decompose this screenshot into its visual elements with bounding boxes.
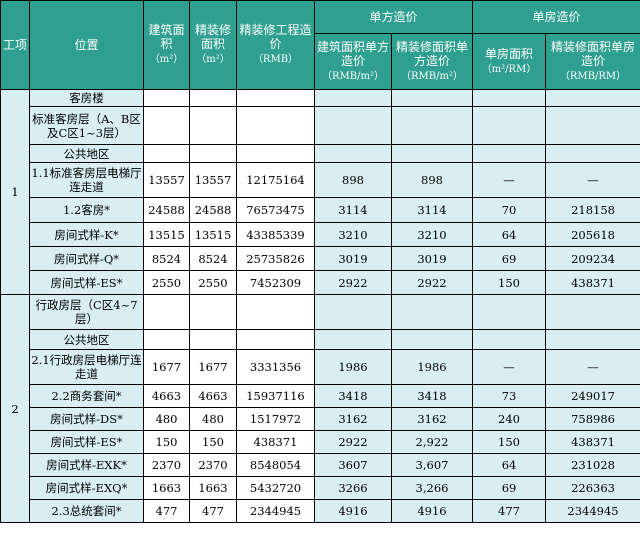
- table-row: 1.1标准客房层电梯厅连走道 13557 13557 12175164 898 …: [1, 162, 640, 198]
- table-body: 1 客房楼 标准客房层（A、B区及C区1~3层） 公共地区: [0, 89, 640, 523]
- row-position: 2.1行政房层电梯厅连走道: [29, 349, 144, 385]
- row-position: 标准客房层（A、B区及C区1~3层）: [29, 106, 144, 145]
- header-position: 位置: [29, 0, 144, 90]
- table-row: 2.2商务套间* 4663 4663 15937116 3418 3418 73…: [1, 384, 640, 408]
- table-row: 房间式样-EXK* 2370 2370 8548054 3607 3,607 6…: [1, 453, 640, 477]
- row-position: 客房楼: [29, 89, 144, 107]
- cost-table: 工项 位置 建筑面积 （m²） 精装修面积 （m²） 精装修工程造价 （RMB） 单方…: [0, 0, 640, 523]
- row-position: 房间式样-Q*: [29, 246, 144, 271]
- table-row: 2.3总统套间* 477 477 2344945 4916 4916 477 2…: [1, 499, 640, 523]
- row-position: 房间式样-ES*: [29, 430, 144, 454]
- table-row: 2.1行政房层电梯厅连走道 1677 1677 3331356 1986 198…: [1, 349, 640, 385]
- table-row: 房间式样-EXQ* 1663 1663 5432720 3266 3,266 6…: [1, 476, 640, 500]
- header-no: 工项: [0, 0, 30, 90]
- row-position: 房间式样-DS*: [29, 407, 144, 431]
- table-row: 公共地区: [1, 144, 640, 163]
- row-position: 公共地区: [29, 144, 144, 163]
- header-build-area: 建筑面积 （m²）: [143, 0, 190, 90]
- row-position: 房间式样-ES*: [29, 270, 144, 295]
- row-position: 1.1标准客房层电梯厅连走道: [29, 162, 144, 198]
- row-position: 2.3总统套间*: [29, 499, 144, 523]
- table-row: 房间式样-ES* 150 150 438371 2922 2,922 150 4…: [1, 430, 640, 454]
- header-room-cost: 单房造价: [472, 0, 640, 34]
- row-position: 公共地区: [29, 329, 144, 350]
- table-row: 2 行政房层（C区4~7层）: [0, 294, 640, 523]
- table-row: 房间式样-Q* 8524 8524 25735826 3019 3019 69 …: [1, 246, 640, 271]
- row-position: 房间式样-EXK*: [29, 453, 144, 477]
- table-row: 房间式样-K* 13515 13515 43385339 3210 3210 6…: [1, 222, 640, 247]
- header-fit-cost: 精装修工程造价 （RMB）: [236, 0, 315, 90]
- table-header: 工项 位置 建筑面积 （m²） 精装修面积 （m²） 精装修工程造价 （RMB） 单方…: [0, 0, 640, 90]
- table-row: 公共地区: [1, 329, 640, 350]
- header-room-area: 单房面积 （m²/RM）: [472, 33, 547, 90]
- header-unit-cost-fit: 精装修面积单方造价 （RMB/m²）: [390, 33, 474, 90]
- row-position: 房间式样-K*: [29, 222, 144, 247]
- table-row: 房间式样-ES* 2550 2550 7452309 2922 2922 150…: [1, 270, 640, 295]
- row-position: 行政房层（C区4~7层）: [29, 294, 144, 330]
- item-no-1: 1: [0, 89, 30, 295]
- table-row: 标准客房层（A、B区及C区1~3层）: [1, 106, 640, 145]
- table-row: 1 客房楼: [0, 89, 640, 295]
- header-unit-cost: 单方造价: [313, 0, 474, 34]
- table-row: 1.2客房* 24588 24588 76573475 3114 3114 70…: [1, 197, 640, 223]
- row-position: 房间式样-EXQ*: [29, 476, 144, 500]
- table-row: 房间式样-DS* 480 480 1517972 3162 3162 240 7…: [1, 407, 640, 431]
- header-fit-area: 精装修面积 （m²）: [189, 0, 237, 90]
- header-room-fit-cost: 精装修面积单房造价 （RMB/RM）: [545, 33, 640, 90]
- item-no-2: 2: [0, 294, 30, 523]
- row-position: 2.2商务套间*: [29, 384, 144, 408]
- header-unit-cost-build: 建筑面积单方造价 （RMB/m²）: [314, 33, 392, 90]
- row-position: 1.2客房*: [29, 197, 144, 223]
